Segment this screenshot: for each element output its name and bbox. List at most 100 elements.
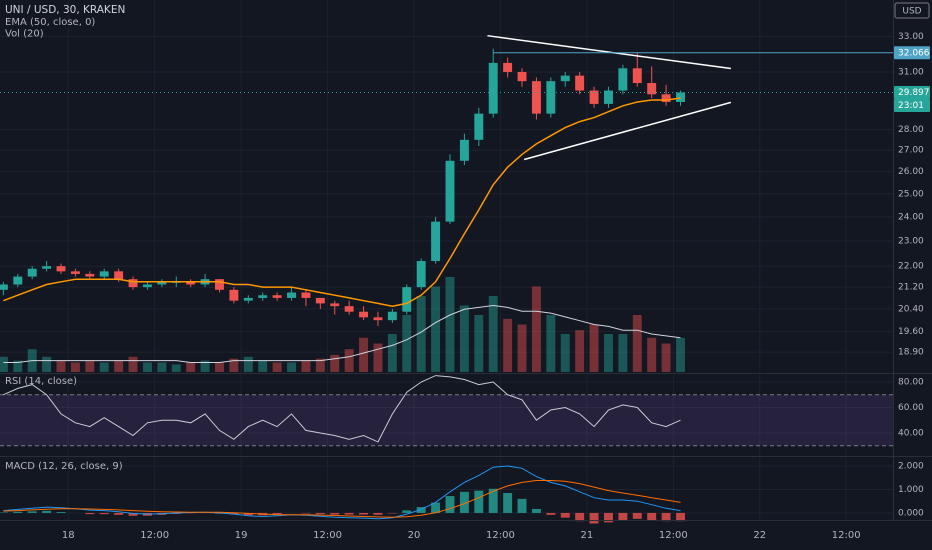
volume-bar — [272, 362, 282, 372]
volume-bar — [416, 296, 426, 372]
macd-histogram-bar — [647, 512, 657, 520]
y-tick-label: 1.000 — [898, 485, 924, 495]
signal-line — [3, 480, 681, 518]
volume-bar — [661, 343, 671, 372]
currency[interactable]: USD — [902, 7, 921, 17]
macd-histogram-bar — [560, 512, 570, 518]
candle-body — [330, 303, 340, 307]
candle-body — [676, 92, 685, 102]
candle-body — [301, 292, 311, 298]
candle-body — [56, 266, 66, 272]
volume-bar — [431, 286, 441, 372]
x-tick-label: 20 — [408, 530, 421, 541]
volume-bar — [589, 324, 599, 372]
volume-bar — [243, 356, 253, 372]
volume-bar — [373, 343, 383, 372]
candle-body — [142, 284, 152, 288]
macd-histogram-bar — [272, 512, 282, 515]
candle-body — [632, 68, 642, 84]
candle-body — [0, 284, 8, 290]
macd-histogram-bar — [344, 512, 354, 515]
y-tick-label: 23.00 — [898, 236, 924, 246]
volume-bar — [503, 318, 513, 372]
volume-bar — [128, 356, 138, 372]
candle-body — [99, 271, 109, 277]
macd-histogram-bar — [85, 512, 95, 515]
candle-body — [661, 94, 671, 102]
candle-body — [315, 297, 325, 304]
currency-box[interactable] — [894, 2, 930, 19]
macd-histogram-bar — [474, 490, 484, 513]
candle-body — [402, 287, 412, 312]
volume-bar — [56, 360, 66, 372]
macd-histogram-bar — [42, 510, 52, 513]
candle-body — [431, 221, 441, 262]
volume-bar — [99, 362, 109, 372]
macd-histogram-bar — [431, 502, 441, 513]
candle-body — [287, 292, 296, 298]
candle-body — [186, 281, 196, 285]
macd-histogram-bar — [503, 492, 513, 513]
volume-bar — [575, 330, 585, 372]
indicator-label: EMA (50, close, 0) — [5, 17, 95, 28]
candle-body — [474, 113, 484, 140]
candle-body — [517, 71, 527, 82]
macd-histogram-bar — [517, 498, 527, 513]
y-tick-label: 24.00 — [898, 212, 924, 222]
level-label-box — [894, 46, 930, 60]
volume-bar — [171, 364, 181, 372]
y-tick-label: 40.00 — [898, 428, 924, 438]
candle-body — [27, 268, 37, 277]
candle-body — [344, 306, 354, 312]
volume-bar — [359, 337, 369, 372]
volume-bar — [647, 337, 657, 372]
candle-body — [157, 281, 167, 285]
volume-bar — [287, 362, 296, 372]
volume-bar — [474, 315, 484, 372]
candle-body — [604, 90, 613, 104]
macd-histogram-bar — [589, 512, 599, 524]
macd-histogram-bar — [13, 511, 23, 513]
y-tick-label: 60.00 — [898, 403, 924, 413]
candle-body — [114, 271, 124, 280]
candle-body — [85, 273, 95, 277]
volume-bar — [344, 349, 354, 372]
y-tick-label: 21.20 — [898, 283, 924, 293]
y-tick-label: 28.00 — [898, 125, 924, 135]
y-tick-label: 26.00 — [898, 167, 924, 177]
indicator-label: Vol (20) — [5, 29, 44, 40]
volume-bar — [215, 362, 224, 372]
macd-histogram-bar — [531, 508, 541, 513]
last-price-label-box — [894, 85, 930, 99]
macd-histogram-bar — [575, 512, 585, 522]
x-tick-label: 18 — [62, 530, 75, 541]
y-tick-label: 31.00 — [898, 67, 924, 77]
candle-body — [488, 62, 498, 114]
y-tick-label: 27.00 — [898, 146, 924, 156]
candle-body — [618, 68, 628, 91]
rsi-band — [0, 394, 893, 446]
volume-bar — [186, 362, 196, 372]
macd-histogram-bar — [243, 512, 253, 516]
candle-body — [387, 311, 397, 321]
x-tick-label: 12:00 — [140, 530, 169, 541]
volume-bar — [531, 286, 541, 372]
candle-body — [13, 276, 23, 285]
y-tick-label: 19.60 — [898, 327, 924, 337]
candle-body — [70, 271, 80, 274]
macd-histogram-bar — [114, 512, 124, 515]
candle-body — [416, 261, 426, 288]
macd-histogram-bar — [546, 512, 556, 515]
volume-bar — [632, 315, 642, 372]
candle-body — [128, 279, 138, 288]
x-tick-label: 22 — [753, 530, 766, 541]
macd-histogram-bar — [618, 512, 628, 520]
trendline — [523, 101, 732, 161]
volume-bar — [258, 360, 268, 372]
x-tick-label: 21 — [580, 530, 593, 541]
volume-bar — [301, 360, 311, 372]
y-tick-label: 0.000 — [898, 508, 924, 518]
candle-body — [272, 295, 282, 298]
macd-histogram-bar — [128, 512, 138, 516]
